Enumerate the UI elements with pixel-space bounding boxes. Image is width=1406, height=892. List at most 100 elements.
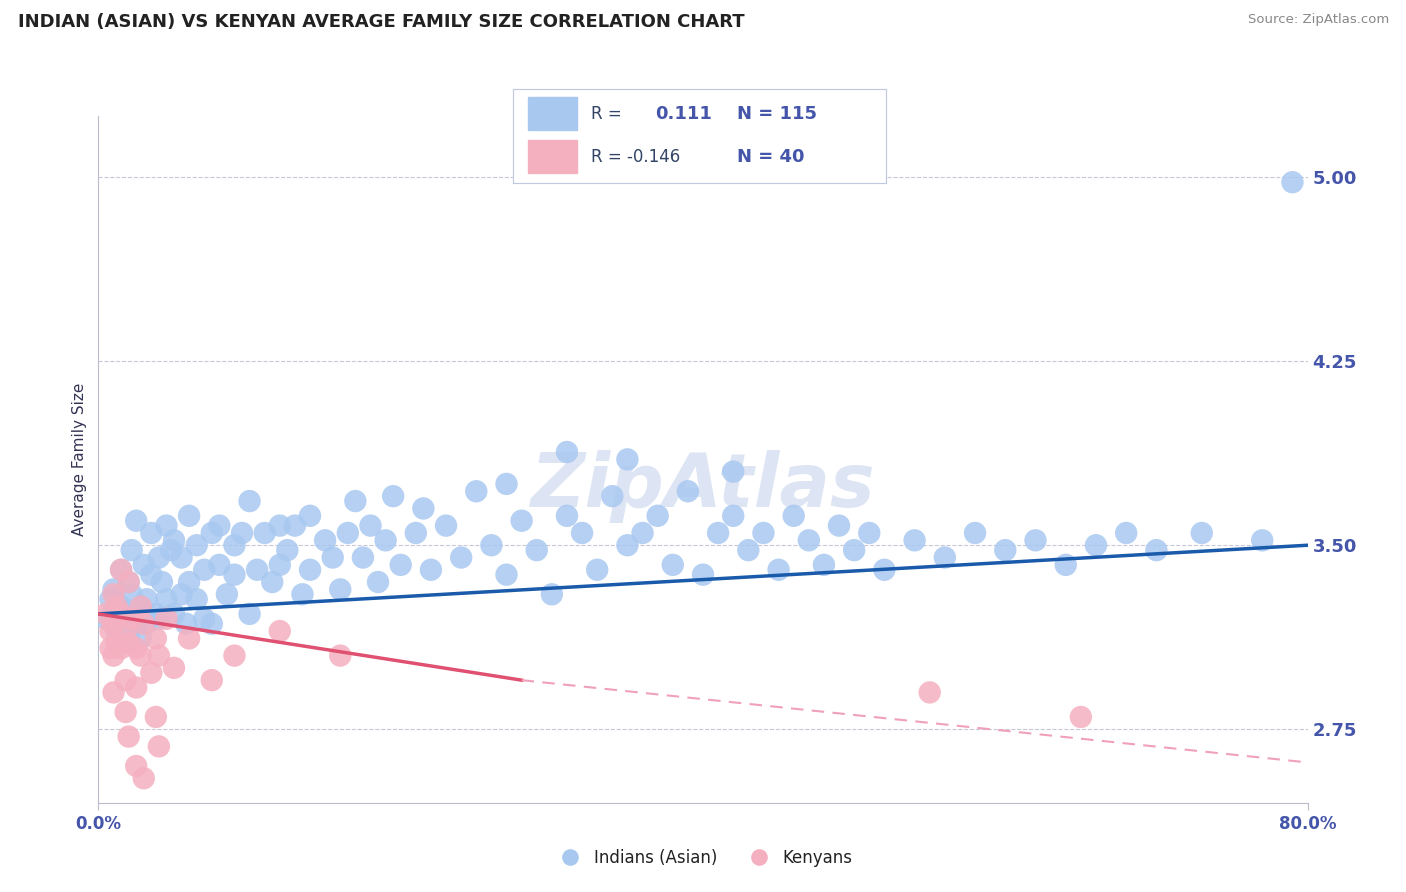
Point xyxy=(405,526,427,541)
Point xyxy=(1251,533,1274,548)
Point xyxy=(844,543,866,558)
Point xyxy=(125,641,148,656)
Point xyxy=(94,607,117,621)
Point xyxy=(828,518,851,533)
Point xyxy=(179,508,201,523)
Point xyxy=(125,514,148,528)
Point xyxy=(367,575,389,590)
Point xyxy=(246,563,269,577)
Point xyxy=(269,624,291,639)
Point xyxy=(135,592,157,607)
Point xyxy=(114,607,136,621)
Point xyxy=(118,575,141,590)
Point xyxy=(100,641,122,656)
Point xyxy=(224,648,246,663)
Point xyxy=(495,477,517,491)
Point xyxy=(723,465,745,479)
Point xyxy=(783,508,806,523)
Point xyxy=(170,550,193,565)
Point xyxy=(231,526,253,541)
Point xyxy=(121,587,143,601)
Point xyxy=(768,563,790,577)
Point xyxy=(155,612,177,626)
Text: N = 115: N = 115 xyxy=(737,105,817,123)
Point xyxy=(329,582,352,597)
Point xyxy=(276,543,298,558)
Point xyxy=(336,526,359,541)
Point xyxy=(723,508,745,523)
Point xyxy=(193,612,215,626)
Point xyxy=(322,550,344,565)
Point xyxy=(382,489,405,503)
Point xyxy=(631,526,654,541)
Y-axis label: Average Family Size: Average Family Size xyxy=(72,383,87,536)
Point xyxy=(155,518,177,533)
Text: R =: R = xyxy=(592,105,623,123)
Text: ZipAtlas: ZipAtlas xyxy=(530,450,876,524)
Point xyxy=(132,607,155,621)
Point xyxy=(141,526,163,541)
Point xyxy=(121,612,143,626)
Bar xyxy=(529,140,576,173)
Point xyxy=(148,739,170,754)
Point xyxy=(571,526,593,541)
Point xyxy=(752,526,775,541)
Point xyxy=(110,641,132,656)
Point xyxy=(160,543,183,558)
Point xyxy=(150,575,173,590)
Point xyxy=(555,445,578,459)
Text: R = -0.146: R = -0.146 xyxy=(592,148,681,166)
Point xyxy=(100,592,122,607)
Point xyxy=(145,607,167,621)
Point xyxy=(163,607,186,621)
Bar xyxy=(529,96,576,130)
Point xyxy=(692,567,714,582)
Point xyxy=(103,582,125,597)
Point xyxy=(135,616,157,631)
Point xyxy=(208,518,231,533)
Point xyxy=(450,550,472,565)
Point xyxy=(105,636,128,650)
Point xyxy=(215,587,238,601)
Point xyxy=(904,533,927,548)
Point xyxy=(291,587,314,601)
Point xyxy=(201,673,224,688)
Point xyxy=(141,567,163,582)
Point xyxy=(94,612,117,626)
Point xyxy=(239,607,262,621)
Text: N = 40: N = 40 xyxy=(737,148,804,166)
Point xyxy=(208,558,231,572)
Point xyxy=(114,705,136,719)
Point xyxy=(1054,558,1077,572)
Point xyxy=(510,514,533,528)
Point xyxy=(186,592,208,607)
Point xyxy=(676,484,699,499)
Point xyxy=(389,558,412,572)
Point xyxy=(329,648,352,663)
Point xyxy=(994,543,1017,558)
Point xyxy=(299,508,322,523)
Point xyxy=(105,599,128,614)
Point xyxy=(224,567,246,582)
Point xyxy=(174,616,197,631)
Point xyxy=(118,730,141,744)
Point xyxy=(129,599,152,614)
Point xyxy=(118,632,141,646)
Point xyxy=(141,665,163,680)
Point xyxy=(269,518,291,533)
Point xyxy=(1070,710,1092,724)
Point xyxy=(647,508,669,523)
Point xyxy=(155,592,177,607)
Point xyxy=(344,494,367,508)
Text: 0.111: 0.111 xyxy=(655,105,711,123)
Point xyxy=(148,550,170,565)
Point xyxy=(201,526,224,541)
Point xyxy=(420,563,443,577)
Point xyxy=(239,494,262,508)
Point xyxy=(103,587,125,601)
Point xyxy=(163,533,186,548)
Point xyxy=(170,587,193,601)
Point xyxy=(616,538,638,552)
Point xyxy=(129,648,152,663)
Point xyxy=(813,558,835,572)
